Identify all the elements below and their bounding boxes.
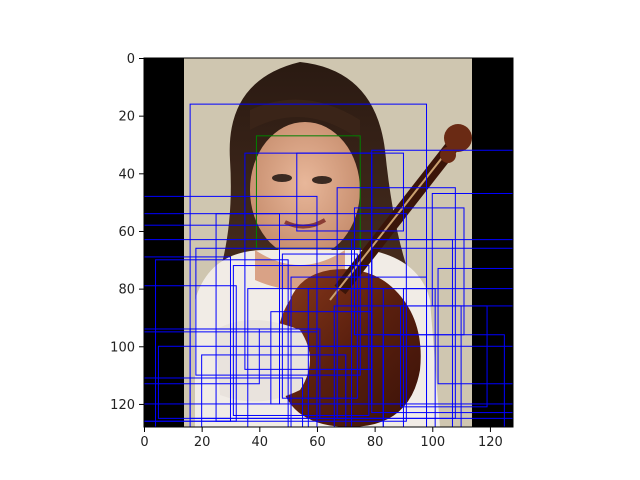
bounding-box [144,377,304,427]
x-tick-label: 0 [140,435,148,450]
y-tick-label: 40 [118,167,135,182]
x-tick-label: 120 [478,435,503,450]
x-tick-label: 60 [309,435,326,450]
bounding-box [290,276,428,427]
y-axis-ticks: 0 20 40 60 80 100 120 [110,52,144,413]
y-tick-label: 80 [118,283,135,298]
x-axis-ticks: 0 20 40 60 80 100 120 [140,427,503,450]
bounding-boxes [144,103,513,427]
x-tick-label: 40 [252,435,269,450]
bounding-box [270,311,373,405]
bounding-box [402,288,513,427]
y-tick-label: 60 [118,225,135,240]
y-tick-label: 20 [118,110,135,125]
y-tick-label: 120 [110,398,135,413]
bounding-box [281,253,358,399]
bounding-box [316,345,513,419]
right-letterbox [472,58,513,427]
bounding-box [201,354,347,427]
bounding-box [144,239,453,427]
bounding-box [353,207,465,336]
x-tick-label: 20 [194,435,211,450]
bounding-box [144,213,280,405]
bounding-box [155,259,289,427]
x-tick-label: 100 [420,435,445,450]
bounding-box [189,103,428,427]
bounding-box [333,305,462,427]
bounding-box [215,213,407,422]
bounding-box [307,288,436,427]
bounding-box [232,265,370,416]
photo-image [144,58,513,427]
bounding-box [437,267,513,385]
axes-frame [143,57,514,428]
y-tick-label: 100 [110,340,135,355]
bounding-box [144,285,237,422]
left-letterbox [144,58,184,427]
y-tick-label: 0 [127,52,135,67]
x-tick-label: 80 [367,435,384,450]
